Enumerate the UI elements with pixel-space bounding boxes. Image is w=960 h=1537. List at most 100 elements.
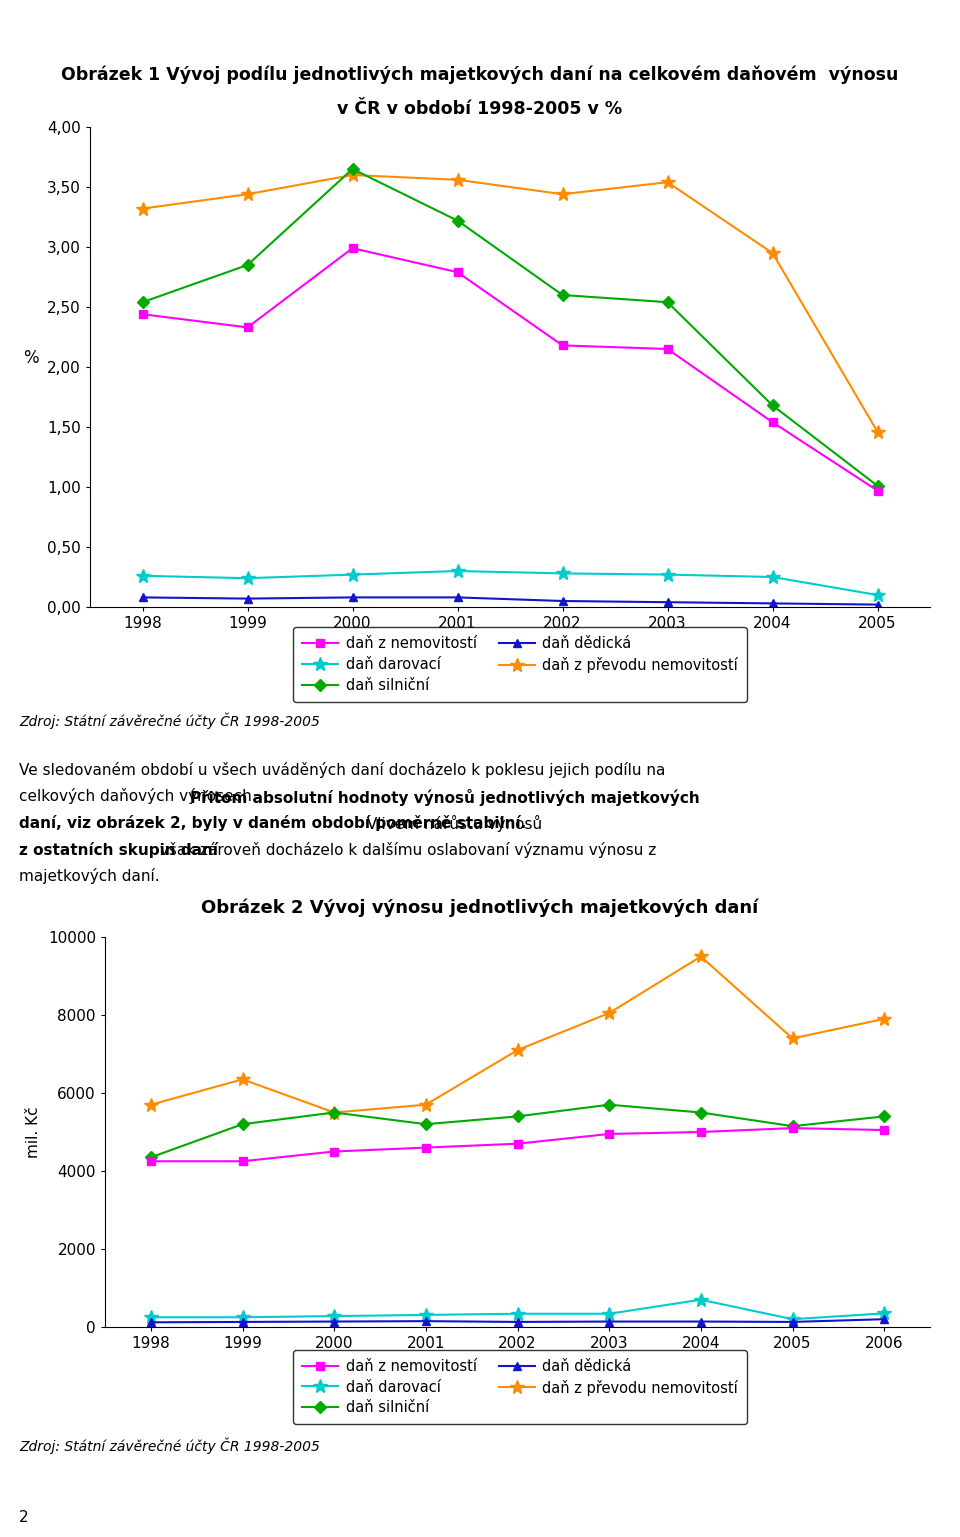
Text: v ČR v období 1998-2005 v %: v ČR v období 1998-2005 v % (337, 100, 623, 118)
Text: Zdroj: Státní závěrečné účty ČR 1998-2005: Zdroj: Státní závěrečné účty ČR 1998-200… (19, 1437, 320, 1454)
daň z nemovitostí (328, 1142, 340, 1160)
daň dědická (452, 589, 464, 607)
daň silniční (145, 1148, 156, 1167)
daň z převodu nemovitostí (787, 1030, 799, 1048)
daň silniční (136, 294, 148, 312)
daň z převodu nemovitostí (420, 1096, 432, 1114)
Line: daň z nemovitostí: daň z nemovitostí (147, 1124, 888, 1165)
daň silniční (661, 294, 673, 312)
daň darovací (787, 1310, 799, 1328)
Text: daní, viz obrázek 2, byly v daném období poměrně stabilní.: daní, viz obrázek 2, byly v daném období… (19, 815, 526, 832)
daň z nemovitostí (872, 481, 883, 500)
daň darovací (878, 1303, 890, 1322)
Line: daň dědická: daň dědická (147, 1316, 888, 1326)
daň darovací (872, 586, 883, 604)
daň silniční (878, 1107, 890, 1125)
daň z převodu nemovitostí (695, 947, 707, 965)
Y-axis label: %: % (23, 349, 39, 367)
daň z převodu nemovitostí (452, 171, 464, 189)
daň darovací (557, 564, 568, 583)
daň z převodu nemovitostí (661, 174, 673, 192)
Text: majetkových daní.: majetkových daní. (19, 868, 159, 884)
daň z nemovitostí (557, 337, 568, 355)
daň z převodu nemovitostí (767, 244, 779, 263)
daň dědická (767, 595, 779, 613)
daň silniční (604, 1096, 615, 1114)
daň darovací (452, 563, 464, 581)
daň dědická (136, 589, 148, 607)
daň dědická (557, 592, 568, 610)
Text: 2: 2 (19, 1509, 29, 1525)
daň silniční (242, 255, 253, 274)
daň darovací (237, 1308, 249, 1326)
Line: daň z převodu nemovitostí: daň z převodu nemovitostí (135, 168, 884, 438)
Text: Obrázek 1 Vývoj podílu jednotlivých majetkových daní na celkovém daňovém  výnosu: Obrázek 1 Vývoj podílu jednotlivých maje… (61, 66, 899, 85)
daň dědická (328, 1313, 340, 1331)
daň silniční (557, 286, 568, 304)
daň z převodu nemovitostí (878, 1010, 890, 1028)
daň dědická (872, 595, 883, 613)
Line: daň z nemovitostí: daň z nemovitostí (138, 244, 881, 495)
daň z převodu nemovitostí (347, 166, 358, 184)
daň silniční (237, 1114, 249, 1133)
daň z nemovitostí (512, 1134, 523, 1153)
daň darovací (242, 569, 253, 587)
daň z nemovitostí (452, 263, 464, 281)
daň darovací (767, 567, 779, 586)
Y-axis label: mil. Kč: mil. Kč (26, 1107, 41, 1157)
Line: daň darovací: daň darovací (135, 564, 884, 603)
daň z převodu nemovitostí (136, 200, 148, 218)
daň dědická (347, 589, 358, 607)
daň darovací (695, 1291, 707, 1310)
daň z převodu nemovitostí (604, 1004, 615, 1022)
Line: daň silniční: daň silniční (138, 164, 881, 490)
daň z převodu nemovitostí (872, 423, 883, 441)
daň z nemovitostí (604, 1125, 615, 1144)
daň darovací (347, 566, 358, 584)
daň z nemovitostí (242, 318, 253, 337)
daň z převodu nemovitostí (557, 184, 568, 203)
daň dědická (604, 1313, 615, 1331)
daň dědická (695, 1313, 707, 1331)
Line: daň silniční: daň silniční (147, 1100, 888, 1162)
Line: daň dědická: daň dědická (138, 593, 881, 609)
daň silniční (347, 160, 358, 178)
Text: Zdroj: Státní závěrečné účty ČR 1998-2005: Zdroj: Státní závěrečné účty ČR 1998-200… (19, 713, 320, 729)
daň dědická (878, 1310, 890, 1328)
daň silniční (512, 1107, 523, 1125)
daň z nemovitostí (136, 304, 148, 323)
daň z nemovitostí (237, 1153, 249, 1171)
daň dědická (512, 1313, 523, 1331)
daň z převodu nemovitostí (512, 1041, 523, 1059)
daň z nemovitostí (420, 1139, 432, 1157)
daň z nemovitostí (347, 238, 358, 257)
daň darovací (420, 1306, 432, 1325)
daň z převodu nemovitostí (145, 1096, 156, 1114)
daň dědická (242, 589, 253, 607)
daň z nemovitostí (787, 1119, 799, 1137)
daň silniční (695, 1104, 707, 1122)
daň dědická (661, 593, 673, 612)
daň dědická (787, 1313, 799, 1331)
daň z převodu nemovitostí (328, 1104, 340, 1122)
Text: z ostatních skupin daní: z ostatních skupin daní (19, 841, 218, 858)
daň darovací (661, 566, 673, 584)
daň darovací (328, 1306, 340, 1325)
Legend: daň z nemovitostí, daň darovací, daň silniční, daň dědická, daň z převodu nemovi: daň z nemovitostí, daň darovací, daň sil… (293, 627, 747, 701)
daň dědická (237, 1313, 249, 1331)
Text: Přitom absolutní hodnoty výnosů jednotlivých majetkových: Přitom absolutní hodnoty výnosů jednotli… (190, 788, 700, 805)
daň silniční (328, 1104, 340, 1122)
daň silniční (872, 476, 883, 495)
Line: daň z převodu nemovitostí: daň z převodu nemovitostí (144, 950, 891, 1119)
daň silniční (420, 1114, 432, 1133)
daň darovací (604, 1305, 615, 1323)
Legend: daň z nemovitostí, daň darovací, daň silniční, daň dědická, daň z převodu nemovi: daň z nemovitostí, daň darovací, daň sil… (293, 1349, 747, 1425)
daň z nemovitostí (695, 1122, 707, 1140)
Text: Obrázek 2 Vývoj výnosu jednotlivých majetkových daní: Obrázek 2 Vývoj výnosu jednotlivých maje… (202, 899, 758, 918)
Text: Vlivem nárůstu výnosů: Vlivem nárůstu výnosů (362, 815, 541, 832)
daň z převodu nemovitostí (242, 184, 253, 203)
daň z nemovitostí (145, 1153, 156, 1171)
daň silniční (452, 212, 464, 231)
Text: celkových daňových výnosech.: celkových daňových výnosech. (19, 788, 262, 804)
daň silniční (787, 1117, 799, 1136)
